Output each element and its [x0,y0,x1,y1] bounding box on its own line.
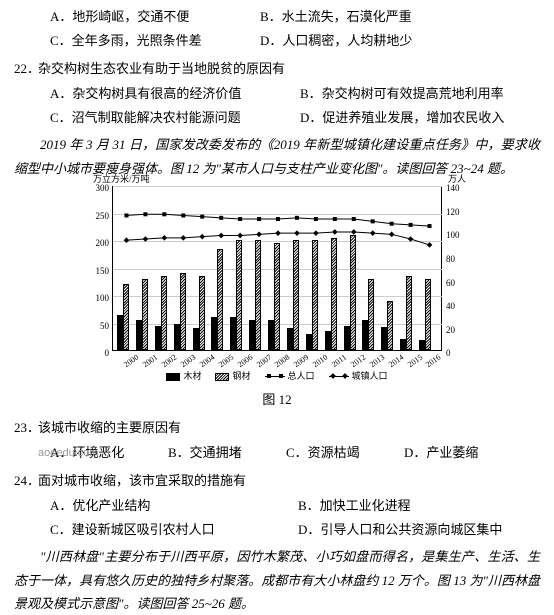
q23-text: 该城市收缩的主要原因有 [38,417,540,439]
q21-opt-a: A．地形崎岖，交通不便 [50,6,260,28]
q22-stem: 22． 杂交构树生态农业有助于当地脱贫的原因有 [14,58,540,80]
q22-number: 22． [14,58,38,80]
q24-opt-d: D．引导人口和公共资源向城区集中 [298,519,540,541]
q22-opt-d: D．促进养殖业发展，增加农民收入 [300,107,540,129]
legend-pop-urban: 城镇人口 [329,369,388,384]
q24-options-row1: A．优化产业结构 B．加快工业化进程 [14,495,540,517]
q24-number: 24． [14,470,38,492]
q22-options-row2: C．沼气制取能解决农村能源问题 D．促进养殖业发展，增加农民收入 [14,107,540,129]
legend-steel: 钢材 [215,369,250,384]
q24-options-row2: C．建设新城区吸引农村人口 D．引导人口和公共资源向城区集中 [14,519,540,541]
legend-pop-total: 总人口 [265,369,315,384]
q21-opt-c: C．全年多雨，光照条件差 [50,30,260,52]
watermark: aooedu.com [38,444,99,463]
q24-stem: 24． 面对城市收缩，该市宜采取的措施有 [14,470,540,492]
q24-opt-c: C．建设新城区吸引农村人口 [50,519,298,541]
q21-opt-b: B．水土流失，石漠化严重 [260,6,540,28]
q21-options-row2: C．全年多雨，光照条件差 D．人口稠密，人均耕地少 [14,30,540,52]
q22-text: 杂交构树生态农业有助于当地脱贫的原因有 [38,58,540,80]
chart-legend: 木材 钢材 总人口 城镇人口 [112,369,442,384]
chart-plot: 万立方米/万吨 万人 05010015020025030002040608010… [112,186,442,351]
q21-options-row1: A．地形崎岖，交通不便 B．水土流失，石漠化严重 [14,6,540,28]
q23-opt-c: C．资源枯竭 [286,442,404,464]
q22-opt-c: C．沼气制取能解决农村能源问题 [50,107,300,129]
q24-text: 面对城市收缩，该市宜采取的措施有 [38,470,540,492]
q22-opt-b: B．杂交构树可有效提高荒地利用率 [300,83,540,105]
q22-options-row1: A．杂交构树具有很高的经济价值 B．杂交构树可有效提高荒地利用率 [14,83,540,105]
q21-opt-d: D．人口稠密，人均耕地少 [260,30,540,52]
q23-stem: 23． 该城市收缩的主要原因有 [14,417,540,439]
figure-label: 图 12 [112,389,442,411]
q23-number: 23． [14,417,38,439]
q24-opt-a: A．优化产业结构 [50,495,298,517]
q22-opt-a: A．杂交构树具有很高的经济价值 [50,83,300,105]
passage-2: "川西林盘"主要分布于川西平原，因竹木繁茂、小巧如盘而得名，是集生产、生活、生态… [14,545,540,615]
q23-opt-d: D．产业萎缩 [404,442,522,464]
q23-opt-b: B．交通拥堵 [168,442,286,464]
chart-container: 万立方米/万吨 万人 05010015020025030002040608010… [112,186,442,410]
legend-wood: 木材 [166,369,201,384]
q24-opt-b: B．加快工业化进程 [298,495,540,517]
